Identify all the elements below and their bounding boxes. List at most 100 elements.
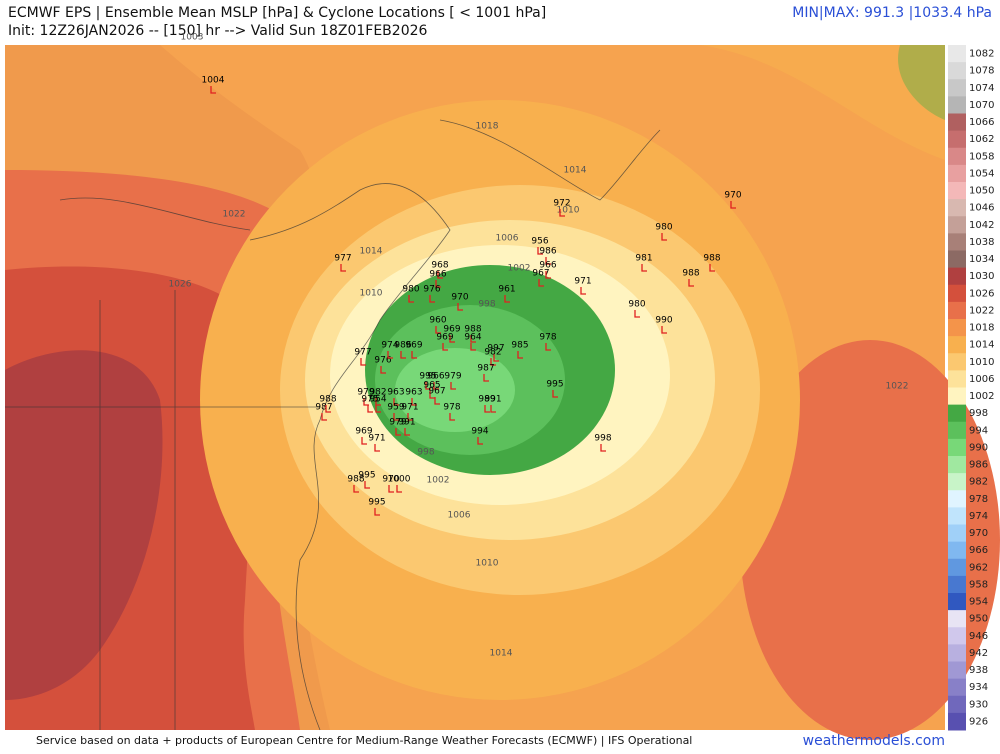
contour-label: 998: [417, 448, 434, 458]
cyclone-marker: [353, 485, 359, 493]
cyclone-label: 987: [477, 364, 494, 374]
cyclone-label: 986: [539, 247, 556, 257]
colorbar-label: 946: [969, 631, 988, 642]
cyclone-marker: [552, 390, 558, 398]
colorbar-swatch: [948, 164, 966, 183]
contour-label: 1010: [476, 559, 499, 569]
cyclone-marker: [435, 280, 441, 288]
cyclone-marker: [538, 279, 544, 287]
cyclone-marker: [434, 397, 440, 405]
colorbar-swatch: [948, 490, 966, 508]
contour-label: 1026: [169, 280, 192, 290]
colorbar-swatch: [948, 130, 966, 149]
cyclone-label: 980: [628, 300, 645, 310]
cyclone-marker: [367, 405, 373, 413]
cyclone-label: 988: [703, 254, 720, 264]
cyclone-marker: [490, 358, 496, 366]
cyclone-label: 979: [389, 418, 406, 428]
cyclone-label: 988: [464, 325, 481, 335]
cyclone-marker: [457, 303, 463, 311]
colorbar-swatch: [948, 695, 966, 714]
cyclone-marker: [363, 398, 369, 406]
cyclone-label: 998: [594, 434, 611, 444]
cyclone-label: 969: [443, 325, 460, 335]
colorbar-swatch: [948, 319, 966, 337]
title: ECMWF EPS | Ensemble Mean MSLP [hPa] & C…: [8, 5, 546, 21]
cyclone-marker: [470, 343, 476, 351]
cyclone-marker: [210, 86, 216, 94]
cyclone-label: 975: [361, 395, 378, 405]
contour-label: 1018: [476, 122, 499, 132]
colorbar-swatch: [948, 199, 966, 217]
cyclone-marker: [425, 382, 431, 390]
colorbar-label: 934: [969, 682, 988, 693]
cyclone-marker: [450, 382, 456, 390]
colorbar-label: 1078: [969, 66, 994, 77]
cyclone-label: 974: [381, 341, 398, 351]
colorbar-label: 1034: [969, 254, 994, 265]
colorbar-swatch: [948, 541, 966, 560]
colorbar-swatch: [948, 507, 966, 525]
cyclone-label: 972: [553, 199, 570, 209]
cyclone-marker: [411, 351, 417, 359]
colorbar-swatch: [948, 558, 966, 577]
cyclone-marker: [490, 405, 496, 413]
colorbar-label: 1046: [969, 203, 994, 214]
cyclone-label: 968: [431, 261, 448, 271]
colorbar-swatch: [948, 147, 966, 166]
cyclone-label: 979: [444, 372, 461, 382]
colorbar-label: 978: [969, 494, 988, 505]
cyclone-marker: [433, 382, 439, 390]
contour-label: 1014: [564, 166, 587, 176]
cyclone-marker: [517, 351, 523, 359]
colorbar-swatch: [948, 216, 966, 234]
contour-label: 1022: [886, 382, 909, 392]
cyclone-marker: [634, 310, 640, 318]
colorbar-swatch: [948, 438, 966, 457]
colorbar-label: 950: [969, 614, 988, 625]
min-max: MIN|MAX: 991.3 |1033.4 hPa: [792, 5, 992, 21]
colorbar-label: 974: [969, 511, 988, 522]
cyclone-marker: [688, 279, 694, 287]
colorbar-swatch: [948, 593, 966, 611]
colorbar-label: 966: [969, 545, 988, 556]
colorbar-swatch: [948, 267, 966, 286]
colorbar-label: 1070: [969, 100, 994, 111]
cyclone-marker: [435, 326, 441, 334]
colorbar-swatch: [948, 473, 966, 491]
colorbar-label: 1058: [969, 151, 994, 162]
cyclone-label: 988: [319, 395, 336, 405]
cyclone-marker: [709, 264, 715, 272]
cyclone-marker: [321, 413, 327, 421]
cyclone-label: 988: [682, 269, 699, 279]
cyclone-label: 978: [443, 403, 460, 413]
colorbar-label: 994: [969, 425, 988, 436]
colorbar-swatch: [948, 336, 966, 354]
colorbar-swatch: [948, 79, 966, 97]
cyclone-marker: [449, 413, 455, 421]
cyclone-label: 991: [398, 418, 415, 428]
cyclone-marker: [375, 405, 381, 413]
contour-label: 1010: [360, 289, 383, 299]
cyclone-label: 964: [464, 333, 481, 343]
cyclone-marker: [470, 335, 476, 343]
map: [5, 45, 1000, 740]
cyclone-label: 976: [374, 356, 391, 366]
colorbar-label: 1066: [969, 117, 994, 128]
cyclone-label: 959: [387, 403, 404, 413]
cyclone-label: 969: [355, 427, 372, 437]
cyclone-marker: [661, 326, 667, 334]
cyclone-marker: [483, 374, 489, 382]
colorbar-swatch: [948, 678, 966, 697]
colorbar-label: 954: [969, 597, 988, 608]
cyclone-label: 977: [354, 348, 371, 358]
colorbar-swatch: [948, 575, 966, 594]
cyclone-marker: [545, 271, 551, 279]
cyclone-marker: [407, 413, 413, 421]
cyclone-marker: [661, 233, 667, 241]
colorbar-label: 990: [969, 442, 988, 453]
colorbar-swatch: [948, 250, 966, 269]
colorbar-swatch: [948, 627, 966, 645]
cyclone-marker: [545, 343, 551, 351]
colorbar-label: 1002: [969, 391, 994, 402]
